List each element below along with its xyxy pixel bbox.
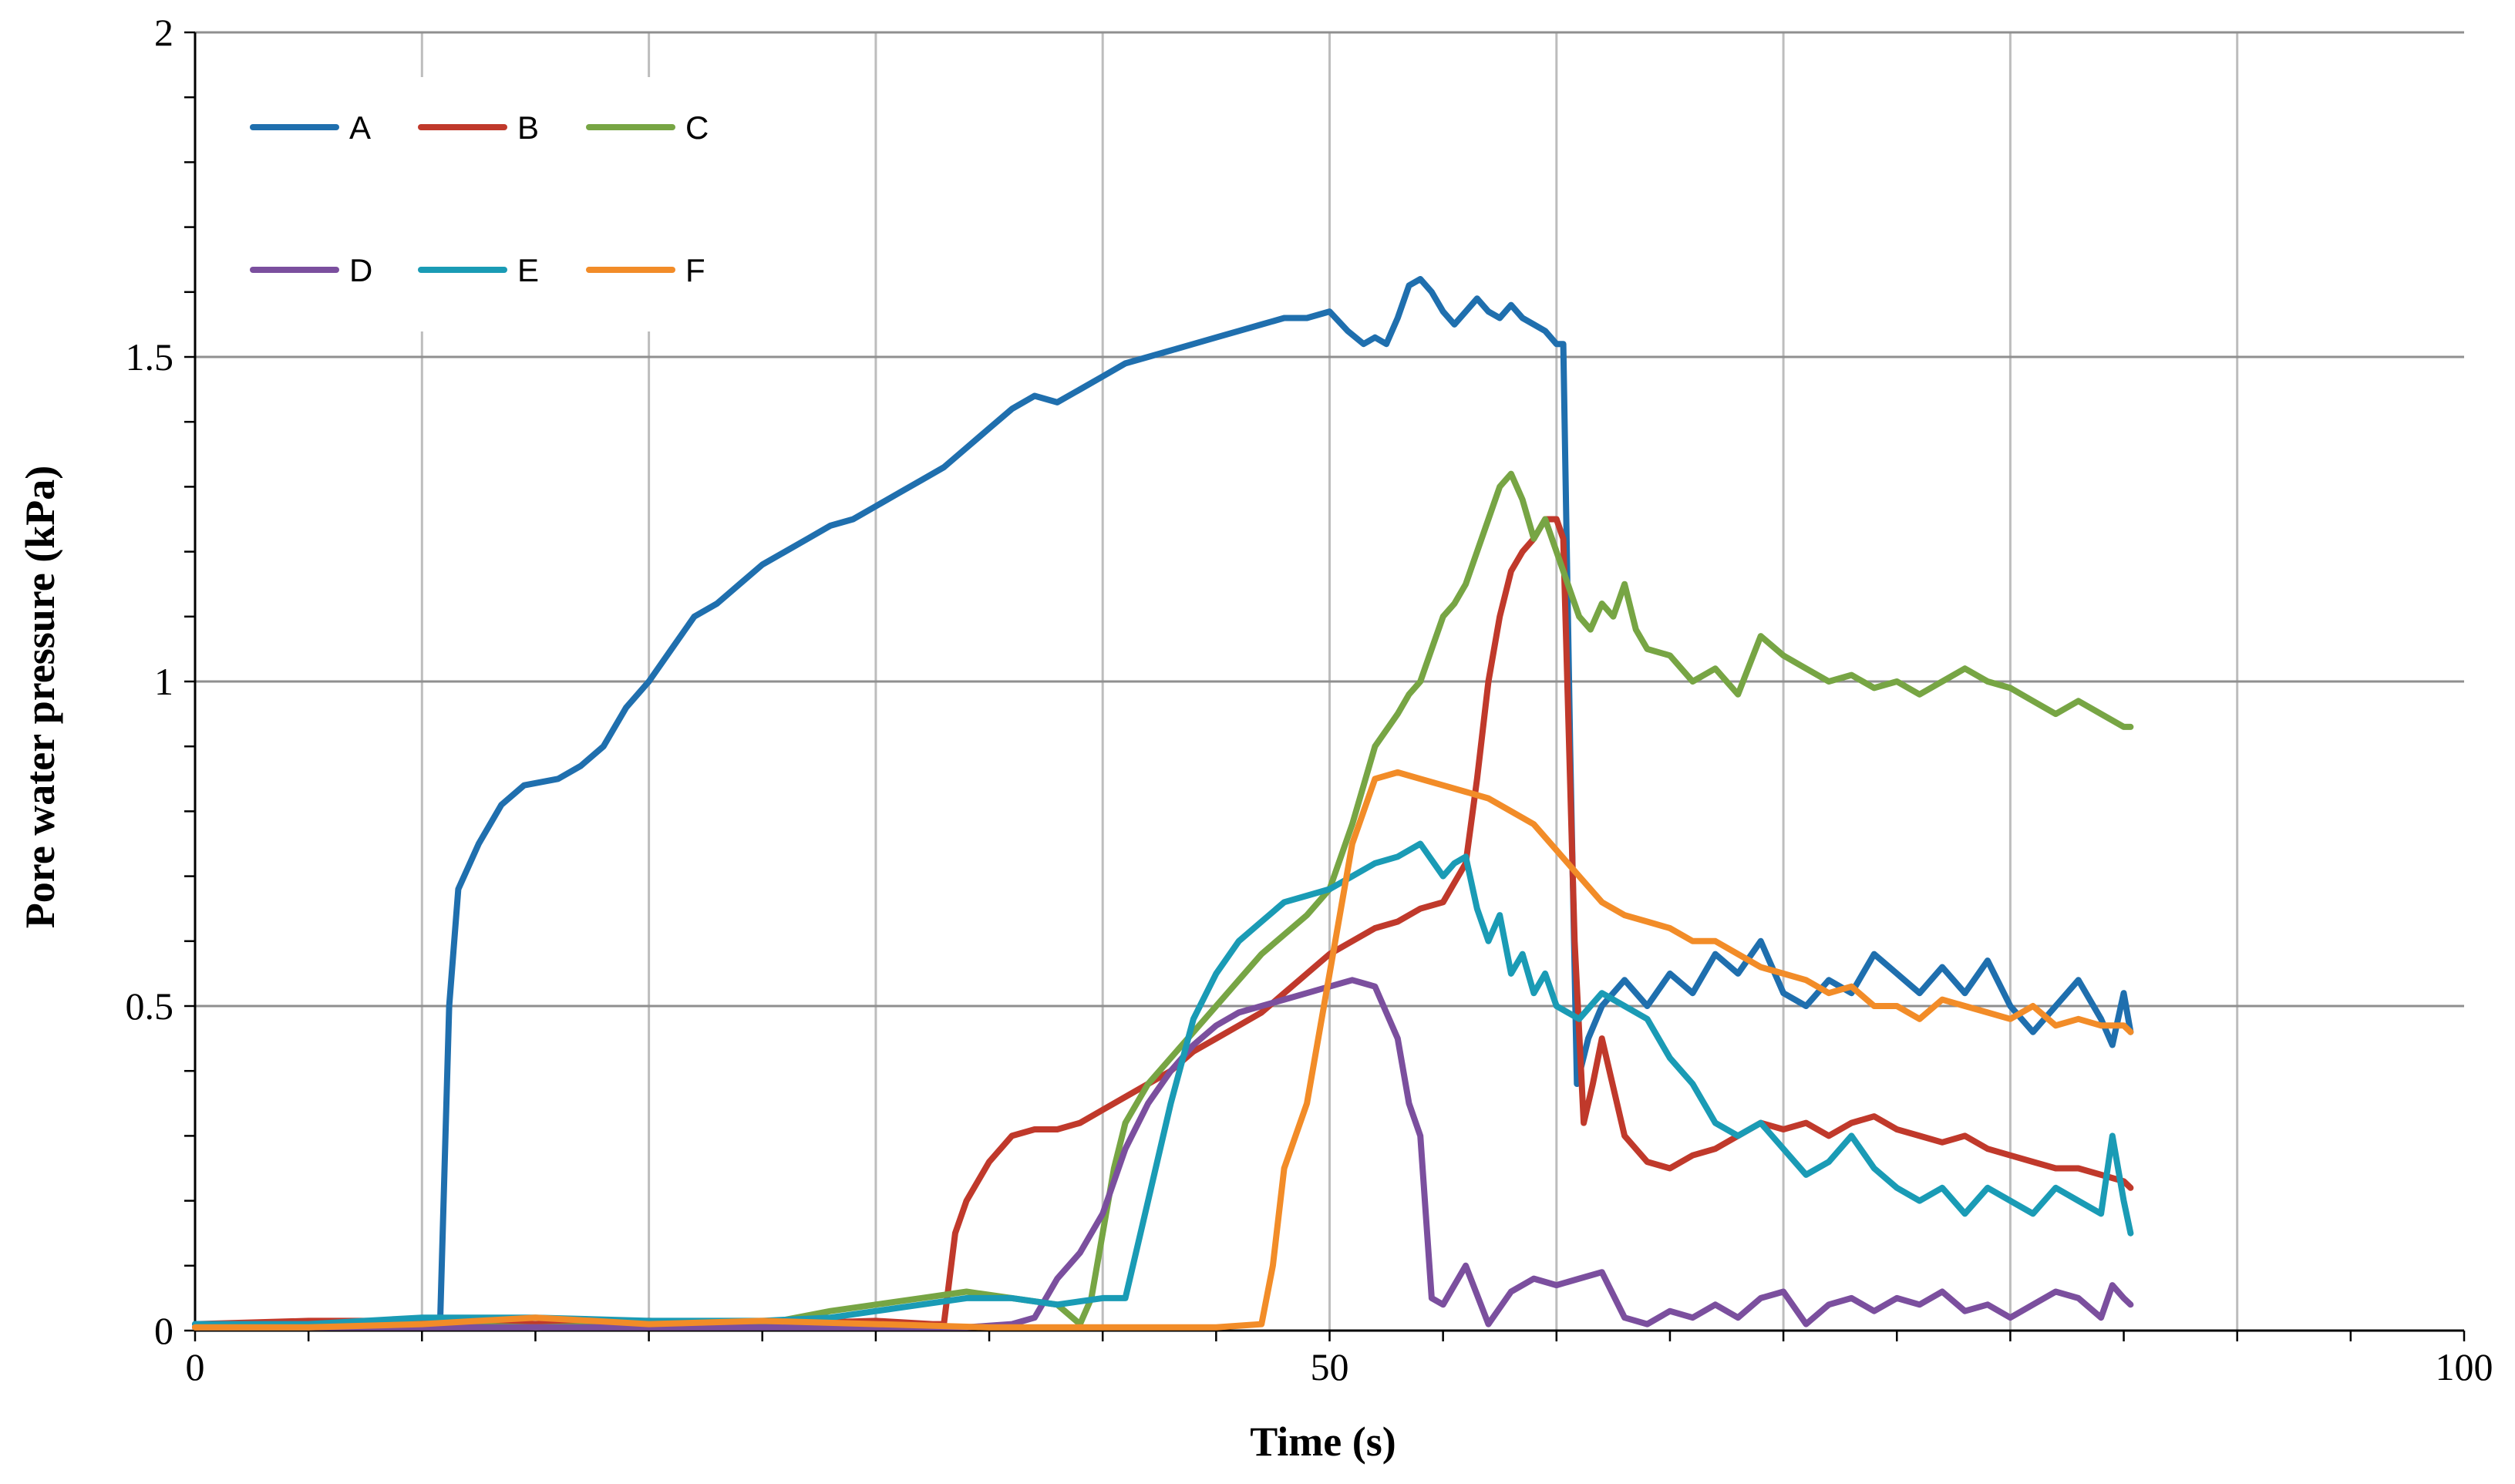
axes bbox=[194, 32, 2464, 1332]
legend-label-d: D bbox=[349, 252, 372, 288]
y-axis-title: Pore water pressure (kPa) bbox=[17, 466, 63, 928]
series-line-c bbox=[192, 470, 2134, 1331]
series-line-b bbox=[192, 516, 2134, 1328]
y-tick-label: 1 bbox=[154, 660, 173, 703]
y-tick-label: 0 bbox=[154, 1309, 173, 1352]
series-layer bbox=[192, 276, 2134, 1331]
series-line-f bbox=[192, 769, 2134, 1331]
x-tick-label: 100 bbox=[2436, 1345, 2493, 1388]
minor-ticks bbox=[184, 31, 2466, 1341]
legend-background bbox=[231, 77, 709, 331]
legend-label-f: F bbox=[685, 252, 705, 288]
y-tick-label: 2 bbox=[154, 11, 173, 54]
legend-label-c: C bbox=[685, 109, 709, 146]
x-axis-title: Time (s) bbox=[1250, 1418, 1396, 1465]
y-tick-label: 1.5 bbox=[126, 335, 174, 379]
y-tick-label: 0.5 bbox=[126, 984, 174, 1028]
legend: A B C D E F bbox=[250, 109, 709, 288]
legend-label-a: A bbox=[349, 109, 371, 146]
series-line-e bbox=[192, 840, 2134, 1328]
x-tick-label: 0 bbox=[186, 1345, 205, 1388]
series-line-d bbox=[192, 977, 2134, 1331]
legend-label-e: E bbox=[517, 252, 539, 288]
x-tick-label: 50 bbox=[1311, 1345, 1349, 1388]
legend-label-b: B bbox=[517, 109, 539, 146]
legend-box bbox=[231, 77, 709, 331]
tick-labels: 0 0.5 1 1.5 2 0 50 100 bbox=[126, 11, 2493, 1388]
